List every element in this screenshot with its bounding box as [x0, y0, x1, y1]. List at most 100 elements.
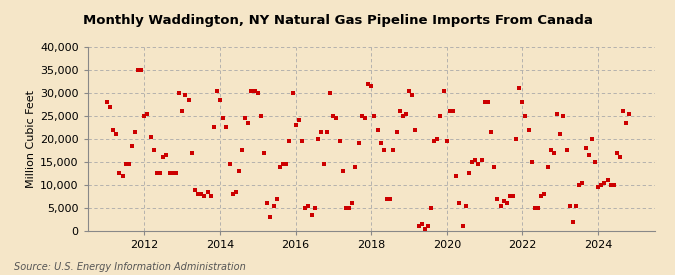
Point: [454, 201, 464, 206]
Point: [243, 120, 254, 125]
Point: [576, 180, 587, 185]
Y-axis label: Million Cubic Feet: Million Cubic Feet: [26, 90, 36, 188]
Point: [543, 164, 554, 169]
Point: [491, 197, 502, 201]
Point: [429, 139, 440, 143]
Point: [271, 197, 282, 201]
Point: [132, 68, 143, 72]
Point: [236, 148, 247, 153]
Point: [420, 227, 431, 231]
Point: [155, 171, 166, 176]
Point: [316, 130, 327, 134]
Point: [618, 109, 629, 113]
Point: [325, 90, 336, 95]
Point: [123, 162, 134, 166]
Point: [161, 153, 171, 157]
Point: [432, 137, 443, 141]
Point: [101, 100, 112, 104]
Point: [505, 194, 516, 199]
Point: [328, 114, 339, 118]
Point: [246, 88, 256, 93]
Point: [562, 148, 572, 153]
Point: [602, 178, 613, 183]
Point: [252, 90, 263, 95]
Point: [369, 114, 379, 118]
Point: [288, 90, 298, 95]
Point: [451, 174, 462, 178]
Point: [231, 190, 242, 194]
Point: [356, 114, 367, 118]
Point: [130, 130, 140, 134]
Point: [331, 116, 342, 120]
Point: [410, 127, 421, 132]
Point: [205, 194, 216, 199]
Point: [375, 141, 386, 146]
Point: [401, 111, 412, 116]
Point: [382, 197, 393, 201]
Point: [489, 164, 500, 169]
Point: [463, 171, 474, 176]
Point: [158, 155, 169, 160]
Point: [517, 100, 528, 104]
Point: [529, 206, 540, 210]
Point: [508, 194, 518, 199]
Point: [234, 169, 244, 173]
Point: [113, 171, 124, 176]
Point: [274, 164, 285, 169]
Text: Source: U.S. Energy Information Administration: Source: U.S. Energy Information Administ…: [14, 262, 245, 272]
Point: [198, 194, 209, 199]
Point: [202, 190, 213, 194]
Point: [612, 150, 622, 155]
Point: [120, 162, 131, 166]
Point: [136, 68, 147, 72]
Point: [293, 118, 304, 123]
Point: [366, 84, 377, 88]
Point: [127, 144, 138, 148]
Point: [255, 114, 266, 118]
Point: [621, 120, 632, 125]
Point: [510, 137, 521, 141]
Point: [479, 100, 490, 104]
Point: [425, 206, 436, 210]
Point: [177, 109, 188, 113]
Point: [373, 127, 383, 132]
Point: [423, 224, 433, 229]
Point: [259, 150, 270, 155]
Point: [117, 174, 128, 178]
Point: [498, 199, 509, 203]
Point: [609, 183, 620, 187]
Point: [460, 204, 471, 208]
Point: [520, 114, 531, 118]
Point: [564, 204, 575, 208]
Point: [224, 162, 235, 166]
Point: [567, 219, 578, 224]
Point: [558, 114, 568, 118]
Point: [545, 148, 556, 153]
Point: [448, 109, 459, 113]
Point: [590, 160, 601, 164]
Point: [300, 206, 310, 210]
Point: [486, 130, 497, 134]
Point: [184, 98, 194, 102]
Point: [548, 150, 559, 155]
Point: [189, 187, 200, 192]
Point: [262, 201, 273, 206]
Point: [269, 204, 279, 208]
Point: [614, 155, 625, 160]
Point: [477, 157, 487, 162]
Point: [180, 93, 190, 97]
Point: [350, 164, 360, 169]
Point: [174, 90, 185, 95]
Point: [470, 157, 481, 162]
Point: [524, 127, 535, 132]
Point: [196, 192, 207, 196]
Point: [599, 180, 610, 185]
Point: [514, 86, 525, 90]
Point: [397, 114, 408, 118]
Point: [394, 109, 405, 113]
Point: [378, 148, 389, 153]
Point: [139, 114, 150, 118]
Point: [404, 88, 414, 93]
Point: [458, 224, 468, 229]
Point: [555, 132, 566, 136]
